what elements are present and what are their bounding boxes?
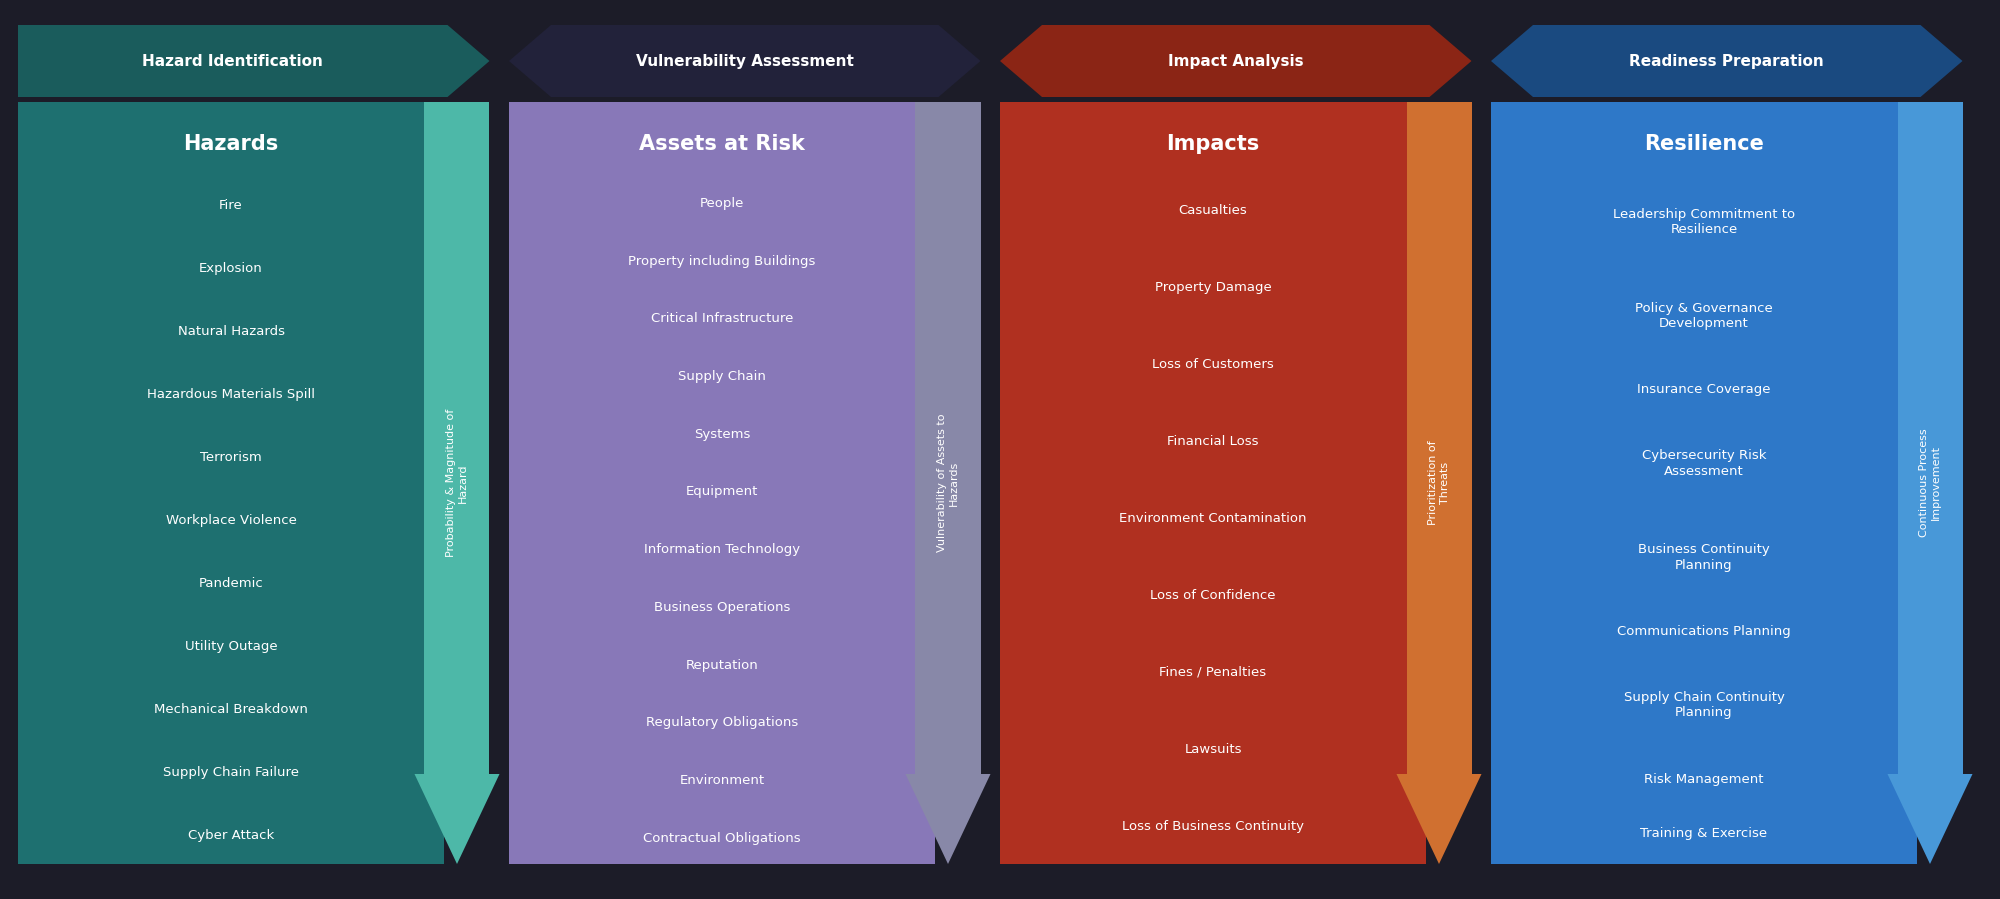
- Text: Cybersecurity Risk
Assessment: Cybersecurity Risk Assessment: [1642, 450, 1766, 478]
- Text: Resilience: Resilience: [1644, 134, 1764, 154]
- Text: Communications Planning: Communications Planning: [1618, 625, 1790, 637]
- Text: Hazard Identification: Hazard Identification: [142, 54, 324, 68]
- Text: Environment: Environment: [680, 774, 764, 788]
- Text: Loss of Business Continuity: Loss of Business Continuity: [1122, 820, 1304, 832]
- Text: Casualties: Casualties: [1178, 204, 1248, 217]
- Polygon shape: [916, 102, 980, 774]
- Text: Cyber Attack: Cyber Attack: [188, 829, 274, 841]
- Polygon shape: [508, 25, 980, 97]
- Text: Continuous Process
Improvement: Continuous Process Improvement: [1918, 429, 1942, 538]
- Bar: [508, 102, 936, 864]
- Polygon shape: [424, 102, 490, 774]
- Text: Pandemic: Pandemic: [198, 576, 264, 590]
- Text: Insurance Coverage: Insurance Coverage: [1638, 383, 1770, 396]
- Text: Systems: Systems: [694, 428, 750, 441]
- Text: Natural Hazards: Natural Hazards: [178, 325, 284, 338]
- Text: Hazardous Materials Spill: Hazardous Materials Spill: [148, 387, 316, 401]
- Text: Supply Chain: Supply Chain: [678, 370, 766, 383]
- Text: Supply Chain Continuity
Planning: Supply Chain Continuity Planning: [1624, 691, 1784, 719]
- Text: Vulnerability of Assets to
Hazards: Vulnerability of Assets to Hazards: [936, 414, 960, 552]
- Polygon shape: [414, 774, 500, 864]
- Text: Loss of Confidence: Loss of Confidence: [1150, 589, 1276, 601]
- Bar: [1000, 102, 1426, 864]
- Text: Property Damage: Property Damage: [1154, 281, 1272, 294]
- Text: Prioritization of
Threats: Prioritization of Threats: [1428, 441, 1450, 525]
- Text: Policy & Governance
Development: Policy & Governance Development: [1636, 301, 1772, 330]
- Polygon shape: [1888, 774, 1972, 864]
- Polygon shape: [1396, 774, 1482, 864]
- Text: Regulatory Obligations: Regulatory Obligations: [646, 717, 798, 729]
- Text: Assets at Risk: Assets at Risk: [640, 134, 804, 154]
- Text: Impacts: Impacts: [1166, 134, 1260, 154]
- Text: Hazards: Hazards: [184, 134, 278, 154]
- Text: Risk Management: Risk Management: [1644, 772, 1764, 786]
- Text: Impact Analysis: Impact Analysis: [1168, 54, 1304, 68]
- Text: Readiness Preparation: Readiness Preparation: [1630, 54, 1824, 68]
- Polygon shape: [1492, 25, 1962, 97]
- Text: Utility Outage: Utility Outage: [184, 639, 278, 653]
- Text: Contractual Obligations: Contractual Obligations: [644, 832, 800, 845]
- Text: Mechanical Breakdown: Mechanical Breakdown: [154, 703, 308, 716]
- Text: People: People: [700, 197, 744, 209]
- Text: Explosion: Explosion: [200, 262, 262, 275]
- Text: Property including Buildings: Property including Buildings: [628, 254, 816, 268]
- Text: Training & Exercise: Training & Exercise: [1640, 826, 1768, 840]
- Text: Equipment: Equipment: [686, 485, 758, 498]
- Text: Probability & Magnitude of
Hazard: Probability & Magnitude of Hazard: [446, 409, 468, 557]
- Text: Business Operations: Business Operations: [654, 601, 790, 614]
- Text: Terrorism: Terrorism: [200, 450, 262, 464]
- Bar: [18, 102, 444, 864]
- Text: Supply Chain Failure: Supply Chain Failure: [164, 766, 300, 779]
- Polygon shape: [1406, 102, 1472, 774]
- Text: Fines / Penalties: Fines / Penalties: [1160, 666, 1266, 679]
- Text: Environment Contamination: Environment Contamination: [1120, 512, 1306, 525]
- Text: Workplace Violence: Workplace Violence: [166, 513, 296, 527]
- Text: Critical Infrastructure: Critical Infrastructure: [650, 312, 794, 325]
- Polygon shape: [18, 25, 490, 97]
- Polygon shape: [1898, 102, 1962, 774]
- Text: Vulnerability Assessment: Vulnerability Assessment: [636, 54, 854, 68]
- Text: Lawsuits: Lawsuits: [1184, 743, 1242, 756]
- Text: Financial Loss: Financial Loss: [1168, 435, 1258, 448]
- Text: Information Technology: Information Technology: [644, 543, 800, 556]
- Text: Leadership Commitment to
Resilience: Leadership Commitment to Resilience: [1612, 208, 1796, 236]
- Text: Fire: Fire: [220, 199, 242, 212]
- Text: Loss of Customers: Loss of Customers: [1152, 358, 1274, 371]
- Bar: [1492, 102, 1918, 864]
- Text: Business Continuity
Planning: Business Continuity Planning: [1638, 543, 1770, 572]
- Polygon shape: [1000, 25, 1472, 97]
- Text: Reputation: Reputation: [686, 659, 758, 672]
- Polygon shape: [906, 774, 990, 864]
